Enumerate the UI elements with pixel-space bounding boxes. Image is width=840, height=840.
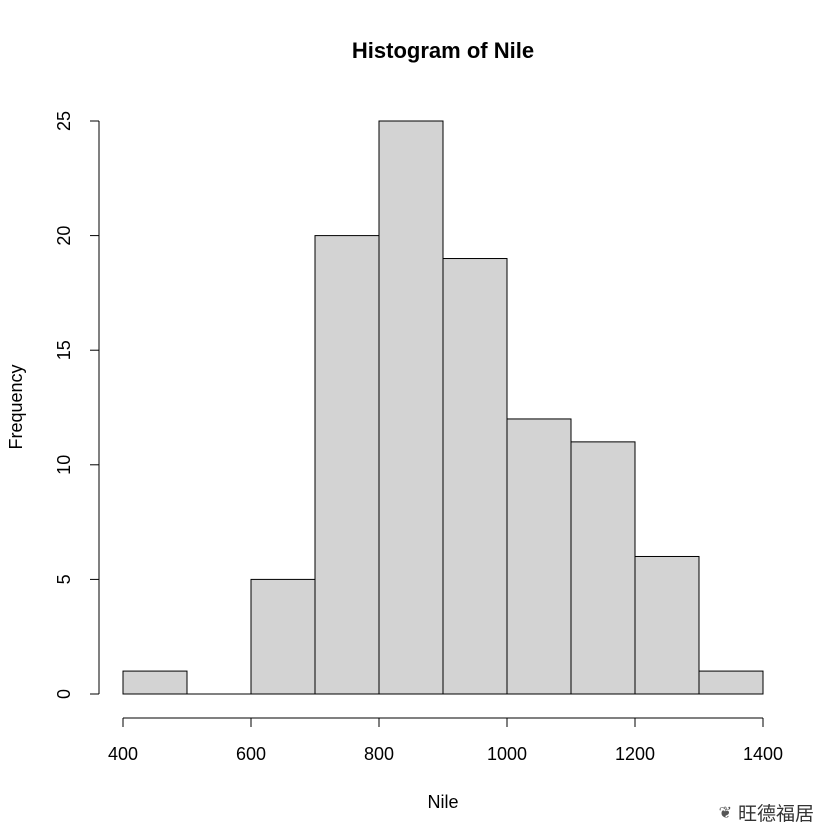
histogram-bar-2: [250, 578, 316, 695]
x-tick-label-5: 1400: [743, 744, 783, 764]
histogram-bar-5: [442, 258, 508, 695]
bars-group: [122, 120, 764, 695]
y-tick-label-5: 25: [54, 111, 74, 131]
y-axis-label: Frequency: [6, 364, 26, 449]
histogram-bar-6: [506, 418, 572, 695]
y-tick-label-4: 20: [54, 226, 74, 246]
y-tick-label-1: 5: [54, 574, 74, 584]
x-tick-label-4: 1200: [615, 744, 655, 764]
x-tick-label-2: 800: [364, 744, 394, 764]
histogram-bar-4: [378, 120, 444, 695]
wechat-icon: ❦: [718, 803, 732, 822]
x-tick-label-0: 400: [108, 744, 138, 764]
y-tick-label-3: 15: [54, 340, 74, 360]
watermark-text: 旺德福居: [737, 803, 814, 825]
x-tick-label-3: 1000: [487, 744, 527, 764]
histogram-bar-9: [698, 670, 764, 695]
histogram-bar-8: [634, 555, 700, 695]
histogram-bar-0: [122, 670, 188, 695]
histogram-bar-3: [314, 235, 380, 695]
y-tick-label-0: 0: [54, 689, 74, 699]
histogram-bar-7: [570, 441, 636, 695]
x-axis: 400 600 800 1000 1200 1400: [108, 717, 783, 764]
x-tick-label-1: 600: [236, 744, 266, 764]
y-tick-label-2: 10: [54, 455, 74, 475]
watermark: ❦ 旺德福居: [719, 799, 814, 826]
x-axis-label: Nile: [427, 792, 458, 812]
chart-title: Histogram of Nile: [352, 38, 534, 63]
y-axis: 0 5 10 15 20 25: [54, 111, 100, 699]
